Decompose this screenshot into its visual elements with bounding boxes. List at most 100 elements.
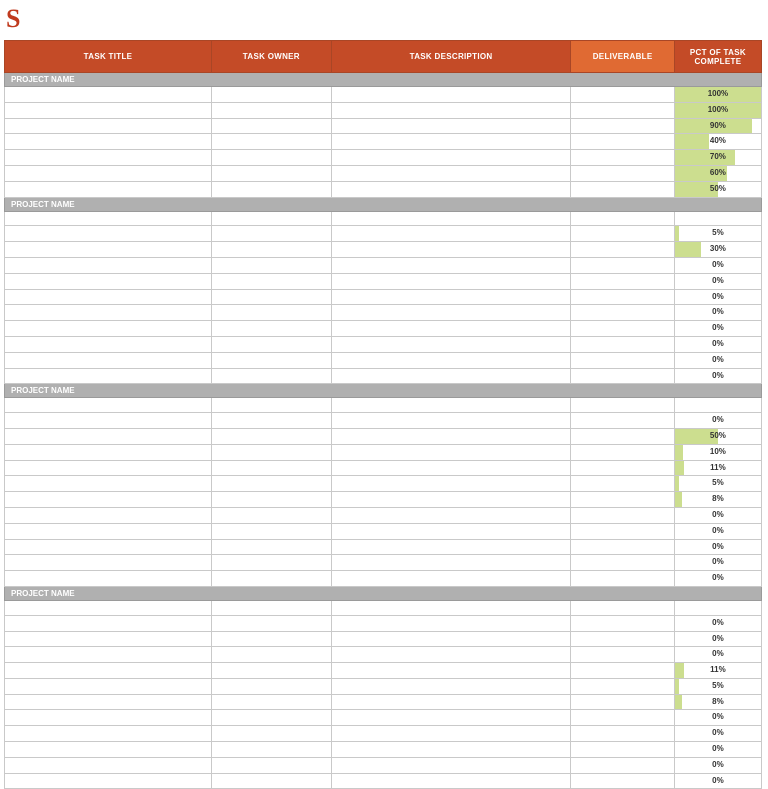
table-row[interactable] <box>5 600 762 615</box>
table-cell[interactable] <box>211 647 331 663</box>
pct-cell[interactable] <box>674 398 761 413</box>
section-header-row[interactable]: PROJECT NAME <box>5 384 762 398</box>
table-cell[interactable] <box>331 757 571 773</box>
table-row[interactable]: 0% <box>5 413 762 429</box>
pct-cell[interactable]: 0% <box>674 615 761 631</box>
table-row[interactable]: 11% <box>5 460 762 476</box>
table-cell[interactable] <box>211 368 331 384</box>
table-cell[interactable] <box>571 289 674 305</box>
table-cell[interactable] <box>5 242 212 258</box>
table-cell[interactable] <box>5 321 212 337</box>
table-row[interactable]: 0% <box>5 773 762 789</box>
table-cell[interactable] <box>331 539 571 555</box>
pct-cell[interactable]: 5% <box>674 476 761 492</box>
table-cell[interactable] <box>571 165 674 181</box>
pct-cell[interactable]: 70% <box>674 150 761 166</box>
table-cell[interactable] <box>571 615 674 631</box>
pct-cell[interactable]: 0% <box>674 555 761 571</box>
table-row[interactable]: 10% <box>5 444 762 460</box>
table-row[interactable]: 0% <box>5 615 762 631</box>
table-cell[interactable] <box>5 226 212 242</box>
table-cell[interactable] <box>5 398 212 413</box>
table-row[interactable]: 70% <box>5 150 762 166</box>
pct-cell[interactable]: 5% <box>674 678 761 694</box>
table-cell[interactable] <box>571 726 674 742</box>
table-cell[interactable] <box>5 134 212 150</box>
table-cell[interactable] <box>571 555 674 571</box>
pct-cell[interactable]: 0% <box>674 336 761 352</box>
table-cell[interactable] <box>211 226 331 242</box>
table-row[interactable]: 60% <box>5 165 762 181</box>
table-cell[interactable] <box>331 428 571 444</box>
table-cell[interactable] <box>571 663 674 679</box>
table-cell[interactable] <box>211 773 331 789</box>
pct-cell[interactable]: 0% <box>674 289 761 305</box>
table-cell[interactable] <box>571 492 674 508</box>
pct-cell[interactable]: 50% <box>674 428 761 444</box>
col-header-task-desc[interactable]: TASK DESCRIPTION <box>331 41 571 73</box>
table-cell[interactable] <box>211 539 331 555</box>
table-cell[interactable] <box>211 273 331 289</box>
table-cell[interactable] <box>5 757 212 773</box>
pct-cell[interactable]: 0% <box>674 523 761 539</box>
table-cell[interactable] <box>571 181 674 197</box>
table-cell[interactable] <box>211 428 331 444</box>
pct-cell[interactable] <box>674 211 761 226</box>
table-cell[interactable] <box>211 413 331 429</box>
table-cell[interactable] <box>331 631 571 647</box>
table-cell[interactable] <box>5 492 212 508</box>
table-cell[interactable] <box>331 492 571 508</box>
table-cell[interactable] <box>211 726 331 742</box>
table-cell[interactable] <box>5 273 212 289</box>
table-cell[interactable] <box>5 460 212 476</box>
table-row[interactable]: 0% <box>5 257 762 273</box>
table-cell[interactable] <box>331 398 571 413</box>
table-cell[interactable] <box>5 600 212 615</box>
table-row[interactable]: 50% <box>5 428 762 444</box>
table-cell[interactable] <box>5 165 212 181</box>
pct-cell[interactable]: 0% <box>674 726 761 742</box>
table-cell[interactable] <box>211 600 331 615</box>
table-row[interactable]: 5% <box>5 226 762 242</box>
table-row[interactable]: 0% <box>5 742 762 758</box>
table-cell[interactable] <box>331 600 571 615</box>
table-cell[interactable] <box>571 305 674 321</box>
table-cell[interactable] <box>571 352 674 368</box>
table-cell[interactable] <box>331 118 571 134</box>
table-cell[interactable] <box>571 647 674 663</box>
table-cell[interactable] <box>211 305 331 321</box>
pct-cell[interactable]: 0% <box>674 571 761 587</box>
table-row[interactable]: 100% <box>5 102 762 118</box>
table-cell[interactable] <box>211 444 331 460</box>
table-cell[interactable] <box>331 211 571 226</box>
table-cell[interactable] <box>211 336 331 352</box>
table-cell[interactable] <box>331 413 571 429</box>
table-cell[interactable] <box>5 257 212 273</box>
table-cell[interactable] <box>211 710 331 726</box>
table-cell[interactable] <box>5 507 212 523</box>
table-cell[interactable] <box>571 428 674 444</box>
pct-cell[interactable]: 8% <box>674 694 761 710</box>
table-cell[interactable] <box>571 336 674 352</box>
table-cell[interactable] <box>211 257 331 273</box>
table-cell[interactable] <box>571 773 674 789</box>
table-cell[interactable] <box>5 211 212 226</box>
table-cell[interactable] <box>211 571 331 587</box>
table-cell[interactable] <box>571 118 674 134</box>
pct-cell[interactable]: 0% <box>674 321 761 337</box>
table-cell[interactable] <box>211 211 331 226</box>
table-row[interactable]: 0% <box>5 571 762 587</box>
section-header-row[interactable]: PROJECT NAME <box>5 586 762 600</box>
table-cell[interactable] <box>5 289 212 305</box>
table-cell[interactable] <box>571 134 674 150</box>
table-cell[interactable] <box>331 726 571 742</box>
table-cell[interactable] <box>331 87 571 103</box>
table-cell[interactable] <box>571 571 674 587</box>
table-cell[interactable] <box>211 352 331 368</box>
pct-cell[interactable]: 0% <box>674 539 761 555</box>
table-cell[interactable] <box>211 102 331 118</box>
table-cell[interactable] <box>331 678 571 694</box>
table-cell[interactable] <box>211 694 331 710</box>
pct-cell[interactable]: 0% <box>674 273 761 289</box>
table-row[interactable]: 8% <box>5 492 762 508</box>
